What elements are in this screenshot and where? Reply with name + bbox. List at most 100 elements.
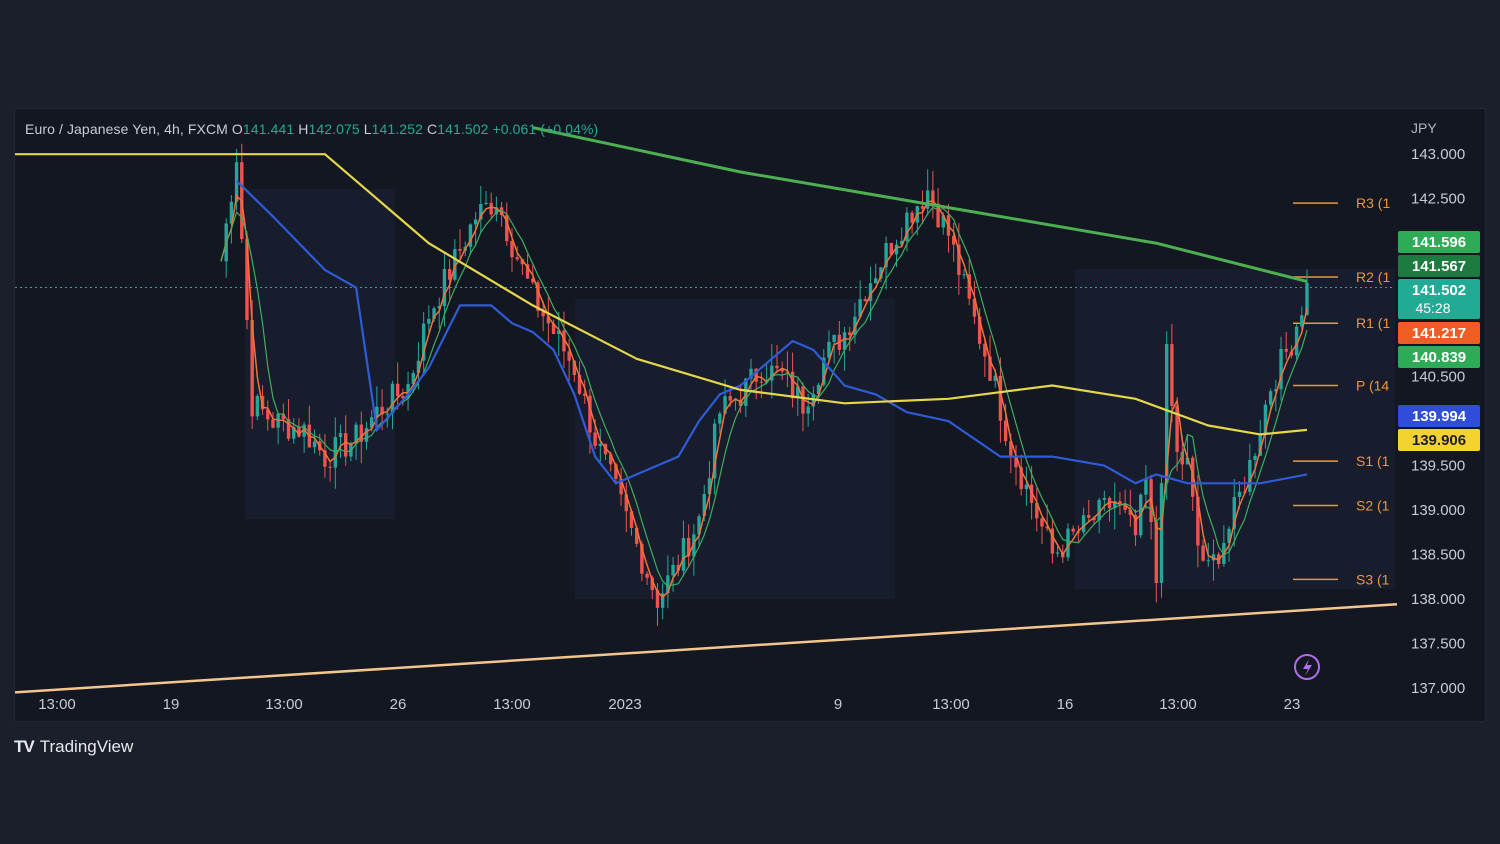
price-tag-value: 141.567 [1412, 258, 1466, 275]
tradingview-branding[interactable]: TV TradingView [14, 737, 133, 757]
candle-body [1003, 420, 1008, 442]
candle-body [1274, 389, 1278, 392]
candle-body [1185, 457, 1190, 465]
candle-body [577, 375, 582, 394]
change-value: +0.061 (+0.04%) [492, 121, 599, 137]
candle-body [702, 494, 706, 517]
candle-body [1128, 509, 1133, 515]
candle-body [344, 433, 348, 457]
price-tag [1398, 429, 1480, 451]
pivot-label: S1 (1 [1356, 453, 1390, 469]
x-tick-label: 2023 [608, 696, 641, 713]
candle-body [1165, 344, 1169, 484]
candle-body [650, 577, 654, 591]
candle-body [1087, 515, 1091, 518]
candle-body [427, 318, 431, 324]
candle-body [629, 511, 634, 528]
bg-shade [575, 299, 895, 599]
candle-body [229, 201, 234, 224]
candle-body [473, 219, 478, 225]
pivot-label: R2 (1 [1356, 269, 1390, 285]
y-tick-label: 142.500 [1411, 191, 1465, 208]
candle-body [910, 212, 914, 223]
candle-body [525, 264, 530, 279]
price-tag-countdown: 45:28 [1415, 300, 1450, 316]
candle-body [1159, 483, 1164, 584]
candle-body [884, 243, 888, 268]
candle-body [312, 441, 317, 448]
x-tick-label: 13:00 [265, 696, 303, 713]
candle-body [1019, 467, 1023, 490]
candle-body [863, 299, 868, 302]
candle-body [520, 259, 525, 265]
price-tag-value: 139.994 [1412, 408, 1467, 425]
candle-body [1014, 457, 1018, 468]
x-tick-label: 13:00 [38, 696, 76, 713]
candle-body [1180, 451, 1184, 465]
candle-body [879, 267, 883, 279]
bg-shade [245, 189, 395, 519]
pivot-label: R1 (1 [1356, 315, 1390, 331]
candle-body [588, 395, 592, 433]
candle-body [697, 516, 701, 535]
candle-body [557, 330, 561, 335]
candle-body [292, 427, 296, 439]
candle-body [998, 375, 1003, 421]
candle-body [806, 406, 810, 414]
candle-body [338, 433, 343, 438]
candle-body [874, 278, 878, 284]
candle-body [458, 249, 462, 251]
candle-body [977, 316, 982, 344]
candle-body [723, 396, 727, 414]
candle-body [609, 454, 613, 465]
price-tag-value: 140.839 [1412, 349, 1466, 366]
candle-body [562, 330, 566, 352]
candle-body [323, 450, 327, 467]
candle-body [1133, 514, 1138, 536]
candle-body [468, 224, 473, 247]
ma-blue-line [235, 180, 1308, 485]
candle-body [640, 543, 644, 574]
candle-body [686, 538, 691, 557]
candle-body [671, 564, 675, 576]
price-chart[interactable]: 143.000 142.500 140.500 139.500 139.000 138.5… [15, 109, 1487, 723]
candle-body [868, 283, 873, 302]
x-tick-label: 19 [163, 696, 180, 713]
candle-body [827, 341, 831, 358]
candle-body [889, 243, 894, 255]
candle-body [390, 383, 395, 414]
candle-body [1201, 545, 1205, 561]
candle-body [375, 406, 379, 418]
candle-body [255, 395, 260, 417]
chart-panel[interactable]: 143.000 142.500 140.500 139.500 139.000 138.5… [14, 108, 1486, 722]
price-tag [1398, 346, 1480, 368]
candle-body [572, 360, 577, 376]
y-tick-label: 137.000 [1411, 680, 1465, 697]
candle-body [1118, 501, 1122, 504]
candle-body [816, 384, 821, 395]
candle-body [759, 381, 764, 383]
candle-body [1211, 554, 1216, 561]
candle-body [655, 590, 660, 608]
candle-body [1237, 491, 1242, 497]
x-tick-label: 13:00 [493, 696, 531, 713]
candle-body [260, 395, 265, 410]
candle-body [489, 202, 493, 215]
candle-body [993, 375, 997, 381]
candle-body [1227, 528, 1231, 543]
candle-body [853, 316, 857, 335]
candle-body [551, 323, 556, 335]
x-tick-label: 23 [1284, 696, 1301, 713]
tradingview-logo-icon: TV [14, 737, 35, 756]
candle-body [593, 432, 597, 446]
candle-body [281, 413, 286, 420]
candle-body [899, 240, 904, 245]
x-tick-label: 13:00 [932, 696, 970, 713]
close-value: 141.502 [437, 121, 489, 137]
candle-body [842, 332, 847, 350]
candle-body [1279, 348, 1283, 390]
candle-body [931, 190, 935, 204]
candle-body [406, 384, 410, 399]
price-tag [1398, 255, 1480, 277]
candle-body [712, 423, 717, 479]
